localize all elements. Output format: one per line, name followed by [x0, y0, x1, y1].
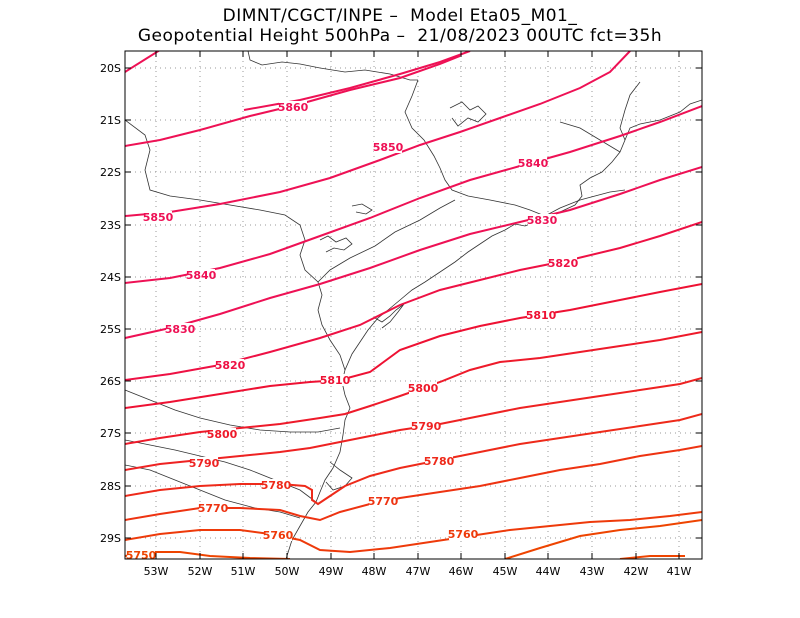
- label-5820-b: 5820: [215, 359, 246, 372]
- lat-label-20s: 20S: [100, 62, 121, 75]
- lat-label-24s: 24S: [100, 271, 121, 284]
- label-5760-a: 5760: [448, 528, 479, 541]
- label-5850-a: 5850: [373, 141, 404, 154]
- label-5790-a: 5790: [411, 420, 442, 433]
- label-5780-b: 5780: [261, 479, 292, 492]
- lon-label-47w: 47W: [406, 565, 431, 578]
- label-5810-a: 5810: [526, 309, 557, 322]
- lon-label-52w: 52W: [188, 565, 213, 578]
- contour-5750b: [504, 519, 702, 559]
- atlantic-coastline: [285, 99, 702, 559]
- lagoon-coast: [325, 461, 353, 491]
- lon-label-49w: 49W: [319, 565, 344, 578]
- contour-lines: [125, 51, 702, 559]
- longitude-labels: 53W 52W 51W 50W 49W 48W 47W 46W 45W 44W …: [144, 565, 692, 578]
- lon-label-53w: 53W: [144, 565, 169, 578]
- contour-5790: [125, 377, 702, 471]
- label-5830-a: 5830: [527, 214, 558, 227]
- lat-label-23s: 23S: [100, 219, 121, 232]
- axis-ticks: [125, 51, 702, 559]
- reservoir-shape-1: [449, 101, 487, 127]
- contour-5830: [125, 166, 702, 339]
- coastline-borders: [125, 51, 702, 559]
- label-5750: 5750: [126, 549, 157, 562]
- label-5800-a: 5800: [408, 382, 439, 395]
- state-border-mg-sp: [404, 79, 546, 217]
- lon-label-43w: 43W: [580, 565, 605, 578]
- label-5850-b: 5850: [143, 211, 174, 224]
- lon-label-45w: 45W: [493, 565, 518, 578]
- state-border-pr-sc: [317, 309, 346, 371]
- reservoir-shape-3: [351, 203, 373, 215]
- label-5770-a: 5770: [368, 495, 399, 508]
- reservoir-shape-2: [319, 235, 353, 253]
- lat-label-28s: 28S: [100, 480, 121, 493]
- label-5810-b: 5810: [320, 374, 351, 387]
- contour-5760: [125, 511, 702, 554]
- label-5840-a: 5840: [518, 157, 549, 170]
- label-5790-b: 5790: [189, 457, 220, 470]
- label-5830-b: 5830: [165, 323, 196, 336]
- contour-labels: 5860 5850 5850 5840 5840 5830 5830 5820 …: [126, 101, 579, 562]
- map-title-line-1: DIMNT/CGCT/INPE – Model Eta05_M01_: [222, 6, 578, 26]
- state-border-mg-rj: [619, 81, 641, 141]
- state-border-pr-sp: [317, 199, 456, 283]
- latitude-labels: 20S 21S 22S 23S 24S 25S 26S 27S 28S 29S: [100, 62, 121, 545]
- contour-5860: [125, 51, 161, 73]
- lat-label-25s: 25S: [100, 323, 121, 336]
- label-5820-a: 5820: [548, 257, 579, 270]
- lon-label-48w: 48W: [362, 565, 387, 578]
- contour-5810: [125, 283, 702, 409]
- lat-label-29s: 29S: [100, 532, 121, 545]
- state-border-ms-sp: [125, 119, 323, 311]
- label-5760-b: 5760: [263, 529, 294, 542]
- state-border-rj-sp: [544, 189, 626, 217]
- label-5770-b: 5770: [198, 502, 229, 515]
- contour-5850b: [125, 51, 631, 217]
- contour-5780: [125, 413, 702, 506]
- lon-label-50w: 50W: [275, 565, 300, 578]
- lat-lon-grid: [125, 51, 702, 559]
- contour-5750c: [619, 555, 685, 559]
- state-border-mg-go: [247, 51, 418, 81]
- label-5800-b: 5800: [207, 428, 238, 441]
- lon-label-42w: 42W: [624, 565, 649, 578]
- map-title-line-2: Geopotential Height 500hPa – 21/08/2023 …: [137, 26, 663, 46]
- state-border-sc-rs: [125, 439, 317, 503]
- lat-label-26s: 26S: [100, 375, 121, 388]
- lon-label-46w: 46W: [449, 565, 474, 578]
- lon-label-51w: 51W: [231, 565, 256, 578]
- country-border-uruguay: [125, 464, 301, 519]
- state-border-mg-es: [559, 121, 621, 153]
- map-frame: [124, 50, 703, 560]
- contour-5840: [125, 105, 702, 284]
- lon-label-44w: 44W: [536, 565, 561, 578]
- lat-label-27s: 27S: [100, 427, 121, 440]
- label-5780-a: 5780: [424, 455, 455, 468]
- country-border-argentina: [125, 389, 341, 433]
- lat-label-22s: 22S: [100, 166, 121, 179]
- lat-label-21s: 21S: [100, 114, 121, 127]
- lon-label-41w: 41W: [667, 565, 692, 578]
- label-5860: 5860: [278, 101, 309, 114]
- label-5840-b: 5840: [186, 269, 217, 282]
- island-coast: [374, 303, 405, 329]
